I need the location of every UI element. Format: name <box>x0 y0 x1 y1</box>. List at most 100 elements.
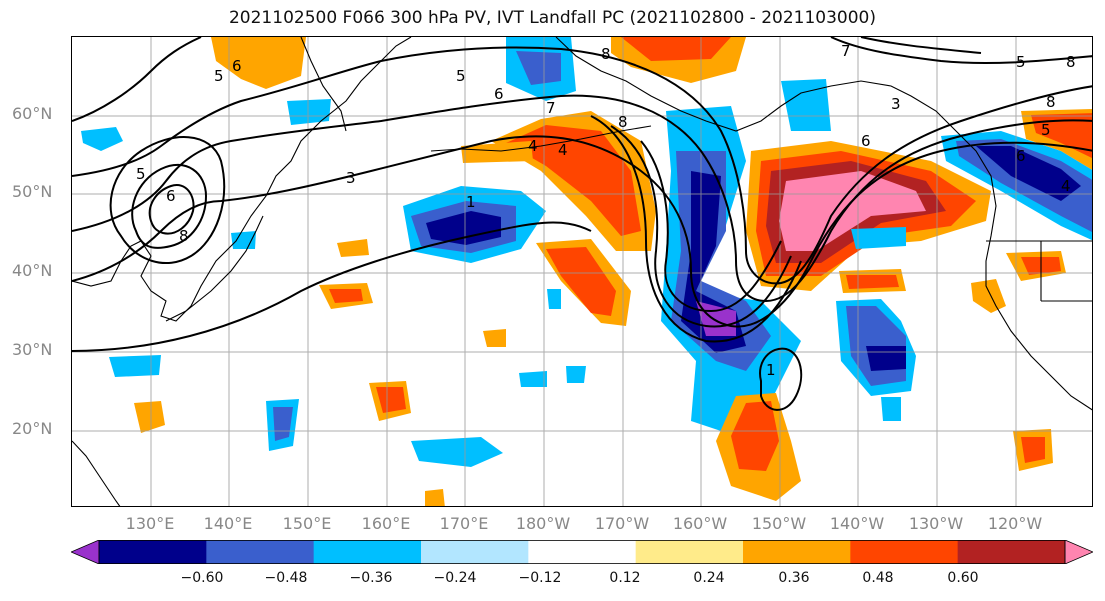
shade-blue-isolated-8 <box>781 79 831 131</box>
state-borders <box>986 240 1092 302</box>
contour-label: 4 <box>1061 177 1071 195</box>
coastlines <box>72 37 1092 506</box>
shade-darkblue-isolated-1 <box>273 407 293 441</box>
lat-label-50n: 50°N <box>12 182 53 201</box>
colorbar-tick: −0.60 <box>180 570 224 586</box>
lon-label-160e: 160°E <box>361 514 411 533</box>
shade-navy-trough <box>681 171 746 353</box>
shade-blue-isolated-5 <box>411 437 503 467</box>
contour-label: 7 <box>546 99 556 117</box>
colorbar-segment <box>528 540 637 564</box>
shade-blue-isolated-3 <box>547 289 561 309</box>
shade-red-aleutian <box>506 125 641 236</box>
colorbar-tick: 0.36 <box>778 570 810 586</box>
graticule <box>72 37 1092 506</box>
colorbar-tick: 0.12 <box>609 570 641 586</box>
shade-orange-japan <box>134 401 165 433</box>
colorbar-segment <box>99 540 207 564</box>
contour-label: 8 <box>601 45 611 63</box>
colorbar-tick: −0.12 <box>518 570 562 586</box>
shade-red-small-1 <box>329 289 363 303</box>
contour-label: 8 <box>1046 93 1056 111</box>
shade-orange-baja <box>971 279 1006 313</box>
shade-darkblue-bering <box>516 51 561 85</box>
lon-label-170w: 170°W <box>594 514 650 533</box>
pv-contour-ne-1 <box>830 37 1092 65</box>
pv-contour-trough-1 <box>640 140 782 313</box>
coast-philippines <box>72 440 121 506</box>
shade-navy-east <box>866 346 906 371</box>
shade-orange-small-2 <box>337 239 369 257</box>
shade-navy-west-pac <box>426 211 501 245</box>
pc-shading <box>81 37 1092 506</box>
colorbar-extend-high <box>1064 540 1093 564</box>
shade-blue-isolated-4 <box>566 366 586 383</box>
colorbar-tick: 0.24 <box>693 570 725 586</box>
contour-label: 6 <box>232 57 242 75</box>
pv-contour-low <box>109 136 226 265</box>
pv-contour-ne-2 <box>860 37 982 54</box>
contour-label: 5 <box>136 165 146 183</box>
colorbar-tick: −0.24 <box>433 570 477 586</box>
contour-label: 3 <box>346 169 356 187</box>
coast-asia <box>72 37 412 322</box>
colorbar-tick: −0.48 <box>264 570 308 586</box>
shade-navy-pnw <box>976 146 1081 201</box>
lon-label-130w: 130°W <box>908 514 964 533</box>
colorbar-segment <box>421 540 529 564</box>
shade-lightblue-japan-1 <box>81 127 123 151</box>
contour-label: 8 <box>1066 53 1076 71</box>
colorbar <box>71 540 1093 564</box>
colorbar-segment <box>957 540 1066 564</box>
shade-red-isolated-1 <box>376 387 406 413</box>
contour-label: 6 <box>494 85 504 103</box>
colorbar-tick: 0.60 <box>947 570 979 586</box>
shade-orange-kamchatka <box>211 37 306 89</box>
shade-orange-isolated-5 <box>461 141 533 163</box>
lon-label-120w: 120°W <box>987 514 1043 533</box>
contour-label: 6 <box>861 132 871 150</box>
lon-label-170e: 170°E <box>439 514 489 533</box>
lon-label-160w: 160°W <box>672 514 728 533</box>
shade-pink-ridge <box>779 171 926 251</box>
shade-red-midpac <box>546 247 616 316</box>
contour-label: 7 <box>841 42 851 60</box>
contour-label: 5 <box>1041 121 1051 139</box>
colorbar-segment <box>850 540 959 564</box>
colorbar-frame <box>98 540 1066 564</box>
map-panel: 6 5 5 6 7 8 4 4 3 5 6 8 8 7 8 8 5 3 1 1 … <box>71 36 1093 507</box>
colorbar-segment <box>206 540 315 564</box>
pv-contour-2 <box>72 135 1092 328</box>
shade-darkblue-pnw <box>956 139 1092 232</box>
shade-blue-isolated-6 <box>881 397 901 421</box>
lon-label-140e: 140°E <box>203 514 253 533</box>
contour-label: 5 <box>214 67 224 85</box>
pv-contours <box>72 37 1092 411</box>
contour-label: 6 <box>1016 147 1026 165</box>
shade-red-isolated-4 <box>846 275 899 289</box>
contour-label: 1 <box>766 361 776 379</box>
colorbar-extend-low <box>71 540 100 564</box>
contour-label: 3 <box>891 95 901 113</box>
shade-red-ne <box>1031 113 1092 159</box>
colorbar-segment <box>743 540 851 564</box>
shade-blue-isolated-9 <box>287 99 331 125</box>
shade-blue-isolated-7 <box>851 227 906 249</box>
colorbar-tick: −0.36 <box>349 570 393 586</box>
lat-label-30n: 30°N <box>12 340 53 359</box>
pv-contour-1 <box>72 221 592 352</box>
lon-label-140w: 140°W <box>829 514 885 533</box>
shade-blue-isolated-10 <box>231 231 256 249</box>
contour-label: 8 <box>179 227 189 245</box>
lon-label-150w: 150°W <box>751 514 807 533</box>
map-svg: 6 5 5 6 7 8 4 4 3 5 6 8 8 7 8 8 5 3 1 1 … <box>72 37 1092 506</box>
shade-red-se <box>1021 437 1045 463</box>
pv-contour-5 <box>72 37 202 122</box>
shade-orange-isolated-3 <box>425 489 445 506</box>
contour-label: 8 <box>618 113 628 131</box>
colorbar-segment <box>313 540 422 564</box>
lon-label-130e: 130°E <box>125 514 175 533</box>
pv-contour-4 <box>72 46 1092 285</box>
lat-label-40n: 40°N <box>12 261 53 280</box>
shade-blue-isolated-2 <box>519 371 547 387</box>
